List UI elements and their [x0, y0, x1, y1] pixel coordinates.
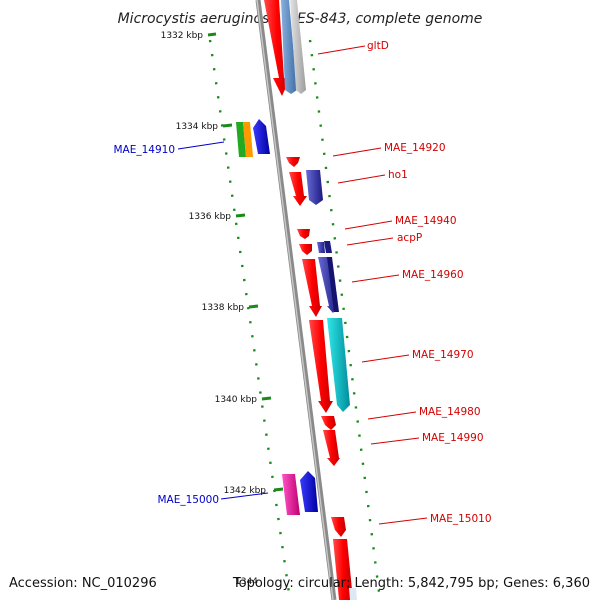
kbp-tick-1342 — [273, 487, 284, 492]
label-leaders-left — [177, 141, 269, 500]
gene-label-mae-14920: MAE_14920 — [384, 142, 446, 154]
gene-arrow-navy-5 — [327, 257, 339, 312]
kbp-tick-1340 — [261, 396, 272, 401]
gene-arrow-mae-14990 — [323, 430, 340, 466]
gene-labels-left: MAE_14910 MAE_15000 — [113, 144, 219, 506]
gene-label-mae-15010: MAE_15010 — [430, 513, 492, 525]
gene-arrow-mae-15010 — [331, 517, 346, 537]
gene-label-mae-15000: MAE_15000 — [157, 494, 219, 506]
gene-label-mae-14940: MAE_14940 — [395, 215, 457, 227]
gene-arrow-mae-14960 — [302, 259, 322, 317]
gene-arrow-pale — [349, 588, 357, 600]
gene-arrow-mae-14980 — [321, 416, 336, 430]
gene-arrow-mae-14970 — [309, 320, 333, 413]
kbp-label: 1332 kbp — [161, 31, 204, 41]
kbp-label: 1338 kbp — [202, 303, 245, 313]
gene-arrow-blue — [253, 119, 270, 154]
gene-arrow-orange — [243, 122, 253, 157]
gene-arrow-mae-14920 — [286, 157, 300, 167]
gene-label-mae-14970: MAE_14970 — [412, 349, 474, 361]
gene-label-mae-14990: MAE_14990 — [422, 432, 484, 444]
genes-forward-strand — [264, 0, 357, 600]
ruler-right-dots — [308, 39, 382, 600]
label-leaders-right — [317, 45, 428, 525]
accession-text: Accession: NC_010296 — [9, 576, 157, 591]
kbp-label: 1336 kbp — [189, 212, 232, 222]
map-title: Microcystis aeruginosa NIES-843, complet… — [118, 11, 483, 27]
gene-label-acpp: acpP — [397, 232, 422, 244]
gene-label-gltd: gltD — [367, 40, 389, 52]
kbp-tick-labels: 1332 kbp 1334 kbp 1336 kbp 1338 kbp 1340… — [161, 31, 267, 587]
kbp-tick-1332 — [207, 32, 217, 37]
gene-arrow-gltD — [264, 0, 290, 96]
genome-backbone — [255, 0, 337, 600]
kbp-ticks — [207, 32, 284, 492]
kbp-label: 1340 kbp — [215, 395, 258, 405]
gene-arrow-ho1 — [289, 172, 307, 206]
topology-text: Topology: circular; Length: 5,842,795 bp… — [232, 576, 590, 591]
gene-arrow-navy-3 — [324, 241, 332, 253]
gene-arrow-green — [236, 122, 246, 157]
gene-arrow-steel — [281, 0, 297, 94]
gene-arrow-blue-2 — [300, 471, 318, 512]
gene-label-ho1: ho1 — [388, 169, 408, 181]
kbp-label: 1334 kbp — [176, 122, 219, 132]
kbp-label: 1344 — [235, 577, 258, 587]
gene-arrow-navy-2 — [317, 242, 325, 253]
kbp-tick-1338 — [248, 304, 259, 309]
genes-reverse-strand — [236, 119, 318, 515]
kbp-tick-1336 — [235, 213, 246, 218]
gene-arrow-gray — [290, 0, 306, 94]
gene-arrow-pink — [282, 474, 300, 515]
gene-label-mae-14980: MAE_14980 — [419, 406, 481, 418]
kbp-label: 1342 kbp — [224, 486, 267, 496]
gene-label-mae-14960: MAE_14960 — [402, 269, 464, 281]
gene-label-mae-14910: MAE_14910 — [113, 144, 175, 156]
gene-arrow-acpP — [299, 244, 312, 255]
gene-arrow-cyan — [327, 318, 350, 412]
gene-arrow-navy — [306, 170, 323, 205]
kbp-tick-1334 — [222, 123, 233, 128]
gene-arrow-mae-14940 — [297, 229, 310, 239]
gene-arrow-bottom — [333, 539, 353, 600]
gene-labels-right: gltD MAE_14920 ho1 MAE_14940 acpP MAE_14… — [367, 40, 492, 525]
